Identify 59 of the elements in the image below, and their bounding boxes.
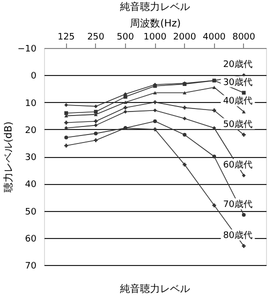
point [242,132,246,137]
point [182,106,186,110]
y-tick-label: 60 [25,234,37,244]
y-tick-label: 20 [25,126,37,136]
point [242,174,246,178]
point [94,119,98,124]
point [64,114,68,118]
y-tick-label: 70 [25,262,37,272]
point [64,120,68,124]
series-label: 20歳代 [223,59,253,70]
point [242,212,246,217]
point [94,138,98,142]
point [212,154,216,158]
y-tick-label: −10 [18,44,37,54]
text: 純音聴力レベル [120,283,190,295]
series-label: 60歳代 [223,159,253,170]
y-tick-label: 40 [25,180,37,190]
y-tick-label: 0 [30,72,37,82]
point [64,136,68,140]
y-tick-label: 50 [25,207,37,218]
series-label: 40歳代 [223,96,253,107]
point [242,110,246,114]
y-tick-label: 10 [25,98,37,109]
y-tick-label: 30 [25,153,37,163]
point [212,126,216,130]
series-label: 70歳代 [223,198,253,210]
point [153,91,157,94]
point [124,106,128,110]
point [94,132,98,136]
series-label: 50歳代 [223,118,253,130]
point [212,86,216,89]
x-tick-label: 250 [87,32,105,42]
point [124,110,128,114]
x-tick-label: 500 [116,32,134,42]
x-axis-title: 周波数(Hz) [130,18,181,30]
point [182,162,186,167]
point [153,119,157,124]
x-tick-label: 8000 [232,32,256,42]
y-axis-title: 聴力レベル(dB) [2,121,15,193]
point [182,91,186,94]
point [242,244,246,248]
point [124,100,128,104]
point [182,132,186,137]
point [212,108,216,112]
point [64,144,68,148]
series-label: 30歳代 [223,76,253,88]
point [242,73,246,77]
point [64,111,68,115]
x-tick-label: 2000 [173,32,196,42]
series-label: 80歳代 [223,230,253,242]
point [212,78,216,82]
point [64,103,68,107]
point [64,126,68,130]
x-tick-label: 4000 [202,32,226,42]
point [212,203,216,208]
point [124,94,128,99]
x-tick-label: 1000 [144,32,167,42]
x-tick-label: 125 [58,32,75,42]
chart-title: 純音聴力レベル [120,1,190,13]
